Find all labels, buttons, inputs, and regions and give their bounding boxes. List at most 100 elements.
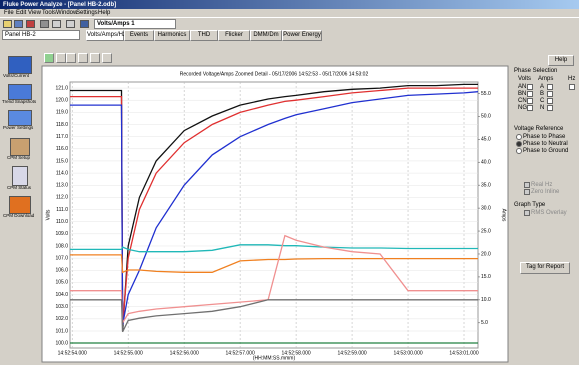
y-tick-label: 101.0 bbox=[55, 328, 68, 334]
checkbox[interactable] bbox=[527, 84, 533, 90]
menu-item[interactable]: Tools bbox=[42, 10, 57, 16]
x-tick-label: 14:52:57.000 bbox=[226, 350, 255, 356]
tool-icon[interactable] bbox=[26, 20, 35, 28]
series-line bbox=[70, 91, 479, 326]
series-line bbox=[70, 234, 478, 325]
chart-tool[interactable] bbox=[56, 53, 66, 63]
y-tick-label: 121.0 bbox=[55, 85, 68, 91]
checkbox[interactable] bbox=[547, 98, 553, 104]
window-title: Fluke Power Analyze - [Panel HB-2.odb] bbox=[3, 1, 117, 8]
sidebar-label[interactable]: CPM Download bbox=[3, 213, 35, 218]
checkbox[interactable] bbox=[527, 98, 533, 104]
view-select[interactable]: Volts/Amps 1 bbox=[94, 19, 176, 29]
checkbox[interactable] bbox=[547, 105, 553, 111]
chart-toolbar bbox=[42, 52, 142, 64]
option-label[interactable]: Real Hz bbox=[531, 182, 553, 188]
radio-label[interactable]: Phase to Phase bbox=[523, 134, 566, 140]
chart-tool[interactable] bbox=[44, 53, 54, 63]
series-line bbox=[70, 254, 478, 274]
radio-label[interactable]: Phase to Ground bbox=[523, 148, 569, 154]
phase-label: B bbox=[540, 91, 545, 97]
y2-tick-label: 45.0 bbox=[481, 137, 491, 143]
menu-item[interactable]: Edit bbox=[16, 10, 27, 16]
option-label[interactable]: RMS Overlay bbox=[531, 210, 567, 216]
y-tick-label: 116.0 bbox=[56, 146, 68, 152]
checkbox[interactable] bbox=[547, 91, 553, 97]
tab-row: Panel HB-2 Volts/Amps/Hz Events Harmonic… bbox=[0, 29, 579, 41]
report-button[interactable]: Tag for Report bbox=[520, 262, 570, 274]
sidebar-icon[interactable] bbox=[8, 110, 32, 126]
radio[interactable] bbox=[516, 141, 522, 147]
checkbox[interactable] bbox=[524, 189, 530, 195]
radio[interactable] bbox=[516, 134, 522, 140]
panel-select[interactable]: Panel HB-2 bbox=[2, 30, 80, 40]
sidebar-label[interactable]: Trend Snapshots bbox=[2, 99, 37, 104]
radio-label[interactable]: Phase to Neutral bbox=[523, 141, 568, 147]
sidebar-icon[interactable] bbox=[10, 138, 30, 156]
menu-item[interactable]: Settings bbox=[76, 10, 98, 16]
tab[interactable]: Flicker bbox=[218, 30, 250, 41]
y2-tick-label: 10.0 bbox=[481, 297, 491, 303]
sidebar-label[interactable]: CPM Setup bbox=[7, 155, 31, 160]
chart-tool[interactable] bbox=[66, 53, 76, 63]
phase-label: BN bbox=[518, 91, 527, 97]
y-tick-label: 100.0 bbox=[55, 340, 68, 346]
tool-icon[interactable] bbox=[80, 20, 89, 28]
checkbox[interactable] bbox=[547, 84, 553, 90]
sidebar-icon[interactable] bbox=[8, 84, 32, 100]
tab[interactable]: Power Energy bbox=[282, 30, 322, 41]
radio[interactable] bbox=[516, 148, 522, 154]
chart-title: Recorded Voltage/Amps Zoomed Detail - 05… bbox=[180, 71, 369, 77]
tool-icon[interactable] bbox=[66, 20, 75, 28]
x-axis-label: (HH:MM:SS.mmm) bbox=[253, 355, 296, 361]
column-header: Hz bbox=[568, 76, 576, 82]
chart-tool[interactable] bbox=[78, 53, 88, 63]
y-tick-label: 118.0 bbox=[56, 122, 68, 128]
y-tick-label: 112.0 bbox=[56, 195, 68, 201]
open-icon[interactable] bbox=[3, 20, 12, 28]
option-label[interactable]: Zero Inline bbox=[531, 189, 560, 195]
x-tick-label: 14:52:55.000 bbox=[114, 350, 143, 356]
menu-item[interactable]: File bbox=[4, 10, 14, 16]
sidebar-label[interactable]: Power Settings bbox=[3, 125, 34, 130]
y2-tick-label: 15.0 bbox=[481, 274, 491, 280]
y-tick-label: 117.0 bbox=[56, 134, 68, 140]
sidebar: Volts/Current Trend Snapshots Power Sett… bbox=[0, 42, 40, 365]
tool-icon[interactable] bbox=[52, 20, 61, 28]
checkbox[interactable] bbox=[527, 105, 533, 111]
menu-item[interactable]: View bbox=[28, 10, 41, 16]
tab[interactable]: Volts/Amps/Hz bbox=[86, 30, 126, 41]
x-tick-label: 14:53:01.000 bbox=[449, 350, 478, 356]
chart-tool[interactable] bbox=[102, 53, 112, 63]
y-tick-label: 103.0 bbox=[55, 304, 68, 310]
tab[interactable]: DMM/Dm bbox=[250, 30, 282, 41]
phase-label: A bbox=[540, 84, 545, 90]
menu-item[interactable]: Help bbox=[98, 10, 111, 16]
y2-tick-label: 55.0 bbox=[481, 91, 491, 97]
tab[interactable]: THD bbox=[190, 30, 218, 41]
tab[interactable]: Harmonics bbox=[154, 30, 190, 41]
checkbox[interactable] bbox=[569, 84, 575, 90]
toolbar: Volts/Amps 1 bbox=[0, 17, 579, 30]
view-select-value: Volts/Amps 1 bbox=[97, 21, 135, 27]
series-line bbox=[70, 87, 478, 325]
tool-icon[interactable] bbox=[40, 20, 49, 28]
title-bar: Fluke Power Analyze - [Panel HB-2.odb] bbox=[0, 0, 579, 9]
checkbox[interactable] bbox=[524, 182, 530, 188]
sidebar-label[interactable]: Volts/Current bbox=[3, 73, 30, 78]
tab[interactable]: Events bbox=[124, 30, 154, 41]
chart-tool[interactable] bbox=[90, 53, 100, 63]
sidebar-icon[interactable] bbox=[12, 166, 28, 186]
sidebar-icon[interactable] bbox=[8, 56, 32, 74]
y-tick-label: 105.0 bbox=[55, 280, 68, 286]
y-tick-label: 104.0 bbox=[55, 292, 68, 298]
checkbox[interactable] bbox=[524, 210, 530, 216]
checkbox[interactable] bbox=[527, 91, 533, 97]
save-icon[interactable] bbox=[14, 20, 23, 28]
sidebar-icon[interactable] bbox=[9, 196, 31, 214]
menu-item[interactable]: Window bbox=[56, 10, 78, 16]
x-tick-label: 14:53:00.000 bbox=[393, 350, 422, 356]
help-button[interactable]: Help bbox=[548, 55, 574, 66]
sidebar-label[interactable]: CPM Status bbox=[7, 185, 32, 190]
